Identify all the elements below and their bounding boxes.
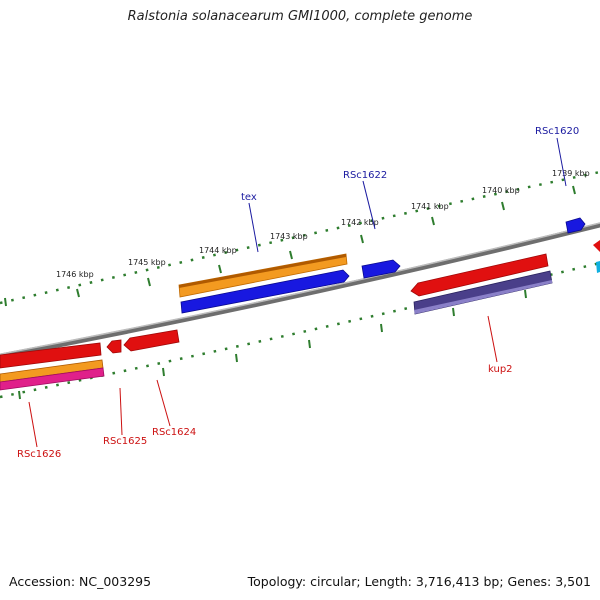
major-tick-1741 bbox=[431, 216, 435, 226]
inner-tick bbox=[235, 353, 238, 363]
leader-line-RSc1624 bbox=[156, 379, 171, 427]
major-tick-start bbox=[4, 297, 7, 307]
inner-tick bbox=[18, 390, 21, 400]
genome-backbone bbox=[0, 222, 600, 359]
inner-ticks bbox=[18, 289, 527, 400]
gene-feature-kup2-highlight bbox=[414, 280, 552, 314]
gene-feature-cyan-edge[interactable] bbox=[596, 261, 600, 273]
tick-labels: 1739 kbp 1740 kbp 1741 kbp 1742 kbp 1743… bbox=[4, 169, 590, 307]
inner-tick bbox=[524, 289, 527, 299]
gene-feature-RSc1625[interactable] bbox=[106, 339, 122, 354]
gene-label-RSc1622[interactable]: RSc1622 bbox=[343, 170, 387, 181]
gene-label-RSc1625[interactable]: RSc1625 bbox=[103, 436, 147, 447]
leader-line-tex bbox=[248, 202, 259, 253]
inner-tick bbox=[162, 367, 165, 377]
tick-label-1740: 1740 kbp bbox=[482, 186, 520, 195]
map-title: Ralstonia solanacearum GMI1000, complete… bbox=[127, 9, 473, 24]
major-tick-1742 bbox=[360, 234, 364, 244]
leader-line-RSc1625 bbox=[119, 387, 123, 436]
major-tick-1740 bbox=[501, 201, 505, 211]
major-tick-1746 bbox=[76, 288, 80, 298]
gene-feature-RSc1624[interactable] bbox=[123, 329, 180, 352]
major-tick-1745 bbox=[147, 277, 151, 287]
tick-label-1741: 1741 kbp bbox=[411, 202, 449, 211]
gene-feature-blue-forward[interactable] bbox=[180, 269, 350, 314]
gene-label-RSc1620[interactable]: RSc1620 bbox=[535, 126, 579, 137]
leader-line-RSc1626 bbox=[28, 401, 38, 448]
gene-label-RSc1626[interactable]: RSc1626 bbox=[17, 449, 61, 460]
tick-label-1743: 1743 kbp bbox=[270, 232, 308, 241]
tick-label-1746: 1746 kbp bbox=[56, 270, 94, 279]
accession-text: Accession: NC_003295 bbox=[9, 574, 152, 589]
leader-line-RSc1620 bbox=[556, 137, 567, 187]
gene-feature-red-edge[interactable] bbox=[593, 240, 600, 252]
inner-tick bbox=[452, 307, 455, 317]
gene-label-RSc1624[interactable]: RSc1624 bbox=[152, 427, 196, 438]
inner-tick bbox=[380, 323, 383, 333]
tick-label-1739: 1739 kbp bbox=[552, 169, 590, 178]
tick-label-1742: 1742 kbp bbox=[341, 218, 379, 227]
inner-tick bbox=[308, 339, 311, 349]
major-tick-1744 bbox=[218, 264, 222, 274]
gene-label-kup2[interactable]: kup2 bbox=[488, 364, 513, 375]
gene-label-tex[interactable]: tex bbox=[241, 192, 257, 203]
leader-lines bbox=[28, 137, 567, 448]
leader-line-RSc1622 bbox=[362, 180, 376, 230]
gene-feature-RSc1620[interactable] bbox=[565, 217, 586, 234]
gene-feature-RSc1626-red[interactable] bbox=[0, 342, 102, 369]
major-tick-1743 bbox=[289, 250, 293, 260]
tick-label-1745: 1745 kbp bbox=[128, 258, 166, 267]
gene-feature-RSc1622[interactable] bbox=[361, 259, 401, 279]
gene-feature-RSc1626-magenta[interactable] bbox=[0, 367, 105, 391]
gene-feature-tex-shade bbox=[179, 254, 346, 288]
genome-backbone-highlight bbox=[0, 222, 600, 355]
major-tick-1739 bbox=[572, 185, 576, 195]
gene-feature-red-reverse[interactable] bbox=[410, 253, 549, 297]
genome-summary-text: Topology: circular; Length: 3,716,413 bp… bbox=[247, 574, 591, 589]
tick-label-1744: 1744 kbp bbox=[199, 246, 237, 255]
leader-line-kup2 bbox=[487, 315, 498, 363]
